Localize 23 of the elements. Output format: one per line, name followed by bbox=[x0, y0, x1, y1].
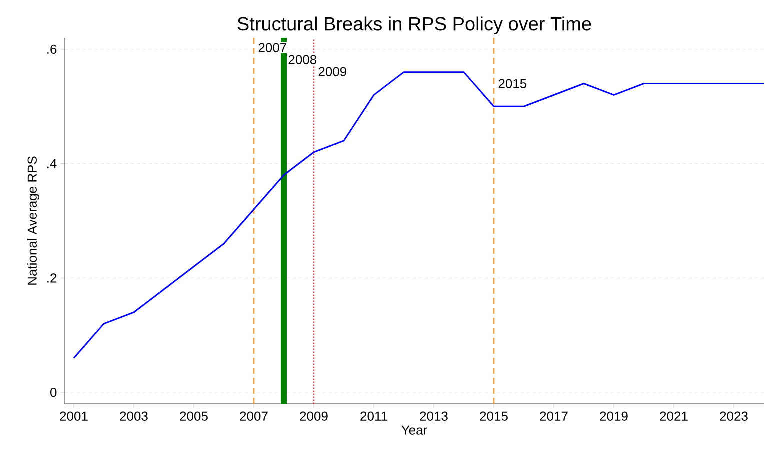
y-tick-label: 0 bbox=[50, 388, 57, 398]
x-tick-label: 2007 bbox=[240, 412, 268, 421]
y-tick-label: .2 bbox=[48, 274, 57, 283]
x-tick-label: 2001 bbox=[60, 412, 88, 421]
ref-line-label: 2015 bbox=[498, 79, 527, 88]
x-tick-label: 2005 bbox=[180, 412, 208, 421]
x-tick-label: 2015 bbox=[480, 412, 508, 421]
x-tick-label: 2003 bbox=[120, 412, 148, 421]
x-tick-label: 2017 bbox=[540, 412, 568, 421]
y-tick-label: .6 bbox=[48, 44, 57, 54]
x-tick-label: 2011 bbox=[360, 412, 388, 421]
x-tick-label: 2009 bbox=[300, 412, 328, 421]
ref-line-label: 2009 bbox=[318, 67, 346, 76]
ref-line-label: 2007 bbox=[258, 43, 286, 52]
x-tick-label: 2023 bbox=[720, 412, 748, 421]
x-axis-title: Year bbox=[402, 426, 428, 435]
y-axis-title: National Average RPS bbox=[27, 156, 40, 285]
y-tick-label: .4 bbox=[48, 159, 57, 168]
ref-line-label: 2008 bbox=[288, 55, 317, 64]
chart-title: Structural Breaks in RPS Policy over Time bbox=[238, 16, 592, 34]
x-tick-label: 2013 bbox=[420, 412, 448, 421]
x-tick-label: 2021 bbox=[660, 412, 688, 421]
x-tick-label: 2019 bbox=[600, 412, 628, 421]
